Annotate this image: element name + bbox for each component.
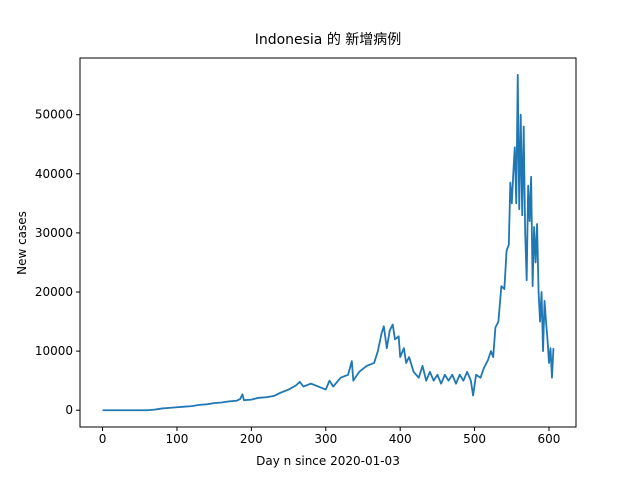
x-tick-label: 100 (165, 432, 188, 446)
chart-title: Indonesia 的 新增病例 (255, 32, 402, 48)
data-line (102, 73, 555, 412)
x-tick-label: 500 (463, 432, 486, 446)
y-tick-label: 20000 (35, 285, 73, 299)
y-tick-label: 40000 (35, 167, 73, 181)
x-tick-label: 200 (240, 432, 263, 446)
x-axis-label: Day n since 2020-01-03 (256, 454, 400, 468)
x-tick-label: 600 (538, 432, 561, 446)
x-tick-label: 0 (99, 432, 107, 446)
plot-frame (79, 57, 577, 428)
x-tick-label: 400 (389, 432, 412, 446)
y-axis-label: New cases (15, 211, 29, 275)
y-tick-label: 50000 (35, 108, 73, 122)
x-tick-label: 300 (314, 432, 337, 446)
y-tick-label: 0 (65, 403, 73, 417)
y-tick-label: 30000 (35, 226, 73, 240)
y-tick-label: 10000 (35, 344, 73, 358)
